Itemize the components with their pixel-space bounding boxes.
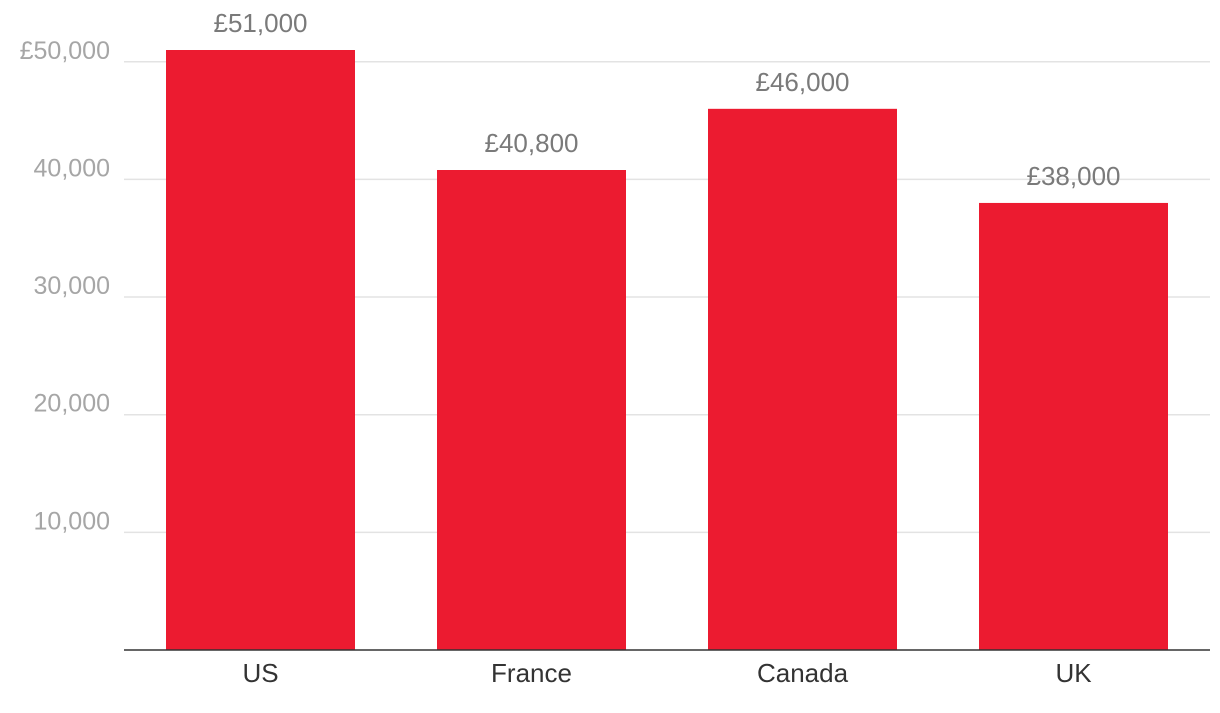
bar-canada — [708, 108, 897, 650]
y-tick-label: £50,000 — [20, 37, 110, 65]
data-label-canada: £46,000 — [756, 67, 850, 97]
y-tick-label: 40,000 — [34, 154, 110, 182]
x-tick-label-canada: Canada — [757, 658, 849, 688]
y-tick-label: 20,000 — [34, 390, 110, 418]
x-axis-ticks: US France Canada UK — [242, 658, 1092, 688]
bars — [166, 50, 1168, 651]
y-axis-ticks: 10,000 20,000 30,000 40,000 £50,000 — [20, 37, 110, 536]
data-label-uk: £38,000 — [1027, 161, 1121, 191]
y-tick-label: 10,000 — [34, 507, 110, 535]
bar-france — [437, 170, 626, 650]
data-label-france: £40,800 — [485, 128, 579, 158]
bar-uk — [979, 202, 1168, 651]
data-labels: £51,000 £40,800 £46,000 £38,000 — [214, 8, 1121, 191]
y-tick-label: 30,000 — [34, 272, 110, 300]
bar-us — [166, 50, 355, 650]
x-tick-label-us: US — [242, 658, 278, 688]
x-tick-label-uk: UK — [1055, 658, 1092, 688]
x-tick-label-france: France — [491, 658, 572, 688]
data-label-us: £51,000 — [214, 8, 308, 38]
